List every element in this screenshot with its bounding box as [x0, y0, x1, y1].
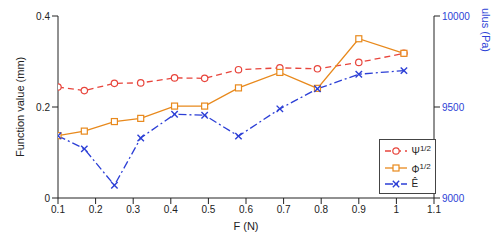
svg-text:0.6: 0.6 [239, 204, 253, 215]
svg-text:0.3: 0.3 [126, 204, 140, 215]
svg-text:0.8: 0.8 [314, 204, 328, 215]
svg-text:0: 0 [44, 193, 50, 204]
svg-text:Function value (mm): Function value (mm) [14, 57, 26, 157]
svg-text:0.2: 0.2 [89, 204, 103, 215]
html-text:Ψ1/2: Ψ1/2 [411, 144, 431, 158]
svg-text:0.5: 0.5 [201, 204, 215, 215]
svg-text:1: 1 [394, 204, 400, 215]
html-text:Φ1/2: Φ1/2 [411, 161, 431, 175]
svg-text:0.7: 0.7 [277, 204, 291, 215]
html-text:Ê: Ê [411, 178, 419, 189]
svg-text:0.1: 0.1 [51, 204, 65, 215]
svg-text:0.9: 0.9 [352, 204, 366, 215]
svg-text:0.4: 0.4 [164, 204, 178, 215]
svg-text:F (N): F (N) [233, 220, 258, 232]
svg-text:10000: 10000 [442, 11, 470, 22]
svg-text:9500: 9500 [442, 102, 465, 113]
svg-text:1.1: 1.1 [427, 204, 441, 215]
svg-text:9000: 9000 [442, 193, 465, 204]
svg-text:0.4: 0.4 [36, 11, 50, 22]
svg-text:0.2: 0.2 [36, 102, 50, 113]
svg-text:Young's modulus (Pa): Young's modulus (Pa) [480, 8, 492, 52]
